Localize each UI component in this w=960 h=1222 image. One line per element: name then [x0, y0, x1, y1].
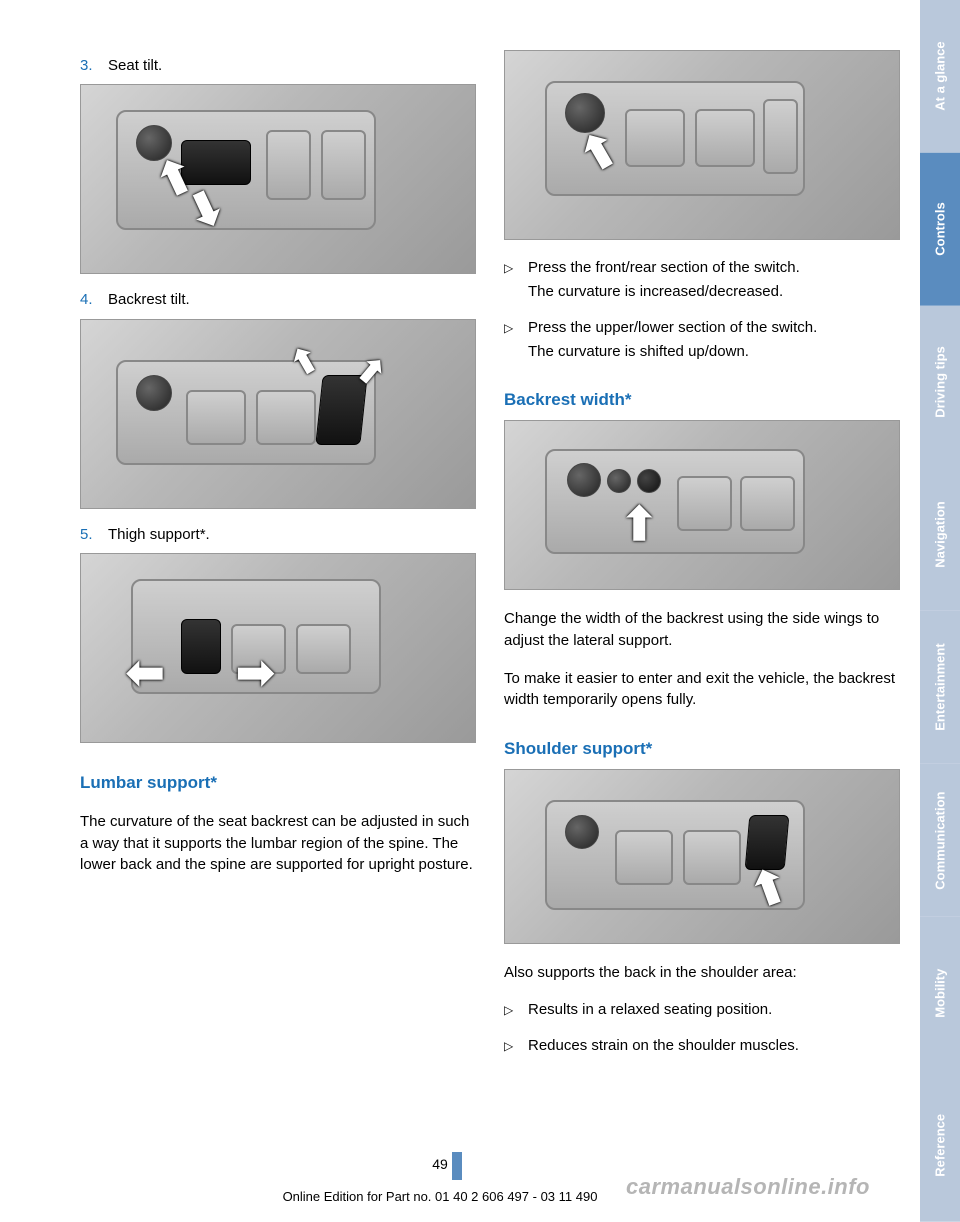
bullet-text: Press the upper/lower section of the swi… — [528, 316, 817, 364]
para-lumbar: The curvature of the seat backrest can b… — [80, 811, 476, 876]
bullet-line: The curvature is shifted up/down. — [528, 340, 817, 364]
page-number-wrap: 49 — [0, 1154, 880, 1174]
tab-navigation[interactable]: Navigation — [920, 458, 960, 611]
bullet-icon: ▷ — [504, 256, 516, 304]
tab-entertainment[interactable]: Entertainment — [920, 611, 960, 764]
heading-backrest-width: Backrest width* — [504, 390, 900, 410]
page-root: 3. Seat tilt. ⬆ ⬆ 4. Backrest tilt. — [0, 0, 960, 1222]
bullet-text: Reduces strain on the shoulder muscles. — [528, 1034, 799, 1058]
figure-thigh-support: ⬅ ➡ — [80, 553, 476, 743]
list-number: 4. — [80, 290, 98, 310]
list-text: Thigh support*. — [108, 525, 210, 545]
side-tabs: At a glance Controls Driving tips Naviga… — [920, 0, 960, 1222]
tab-controls[interactable]: Controls — [920, 153, 960, 306]
tab-communication[interactable]: Communication — [920, 764, 960, 917]
list-text: Seat tilt. — [108, 56, 162, 76]
right-column: ⬆ ▷ Press the front/rear section of the … — [504, 50, 900, 1192]
para-backrest-1: Change the width of the backrest using t… — [504, 608, 900, 652]
figure-lumbar-switch: ⬆ — [504, 50, 900, 240]
bullet-item: ▷ Results in a relaxed seating position. — [504, 998, 900, 1022]
list-text: Backrest tilt. — [108, 290, 190, 310]
list-item: 4. Backrest tilt. — [80, 290, 476, 310]
page-number: 49 — [424, 1154, 456, 1174]
heading-lumbar: Lumbar support* — [80, 773, 476, 793]
watermark: carmanualsonline.info — [626, 1174, 870, 1200]
tab-at-a-glance[interactable]: At a glance — [920, 0, 960, 153]
heading-shoulder: Shoulder support* — [504, 739, 900, 759]
figure-seat-tilt: ⬆ ⬆ — [80, 84, 476, 274]
figure-shoulder-support: ⬆ — [504, 769, 900, 944]
para-backrest-2: To make it easier to enter and exit the … — [504, 668, 900, 712]
list-number: 3. — [80, 56, 98, 76]
bullet-icon: ▷ — [504, 316, 516, 364]
list-item: 5. Thigh support*. — [80, 525, 476, 545]
figure-backrest-tilt: ⬆ ⬆ — [80, 319, 476, 509]
bullet-line: Press the front/rear section of the swit… — [528, 256, 800, 280]
bullet-item: ▷ Press the upper/lower section of the s… — [504, 316, 900, 364]
bullet-line: The curvature is increased/decreased. — [528, 280, 800, 304]
tab-driving-tips[interactable]: Driving tips — [920, 306, 960, 459]
bullet-item: ▷ Reduces strain on the shoulder muscles… — [504, 1034, 900, 1058]
figure-backrest-width: ⬆ — [504, 420, 900, 590]
tab-reference[interactable]: Reference — [920, 1069, 960, 1222]
bullet-item: ▷ Press the front/rear section of the sw… — [504, 256, 900, 304]
bullet-text: Press the front/rear section of the swit… — [528, 256, 800, 304]
tab-mobility[interactable]: Mobility — [920, 917, 960, 1070]
bullet-line: Press the upper/lower section of the swi… — [528, 316, 817, 340]
bullet-text: Results in a relaxed seating position. — [528, 998, 772, 1022]
list-number: 5. — [80, 525, 98, 545]
bullet-icon: ▷ — [504, 1034, 516, 1058]
content-area: 3. Seat tilt. ⬆ ⬆ 4. Backrest tilt. — [0, 0, 920, 1222]
list-item: 3. Seat tilt. — [80, 56, 476, 76]
left-column: 3. Seat tilt. ⬆ ⬆ 4. Backrest tilt. — [80, 50, 476, 1192]
para-shoulder: Also supports the back in the shoulder a… — [504, 962, 900, 984]
bullet-icon: ▷ — [504, 998, 516, 1022]
